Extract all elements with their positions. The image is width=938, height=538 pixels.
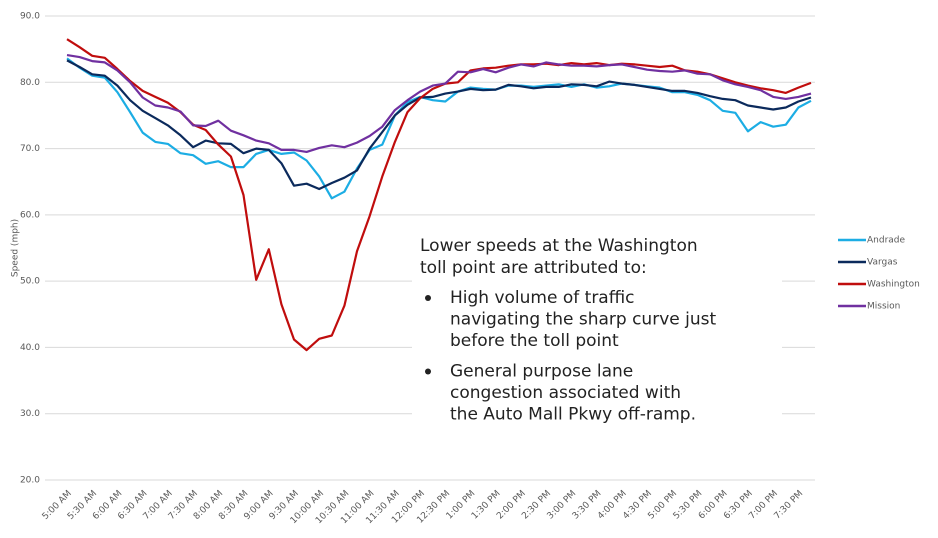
y-tick-label: 60.0	[20, 210, 40, 220]
annotation-text: Lower speeds at the Washington	[420, 236, 698, 256]
y-tick-label: 90.0	[20, 12, 40, 22]
series-line	[66, 57, 812, 200]
y-tick-label: 50.0	[20, 277, 40, 287]
bullet	[425, 295, 431, 301]
series-line	[66, 59, 812, 191]
annotation-bullet: High volume of traffic	[450, 288, 635, 308]
legend-label: Vargas	[867, 258, 898, 268]
y-axis-label: Speed (mph)	[11, 219, 21, 277]
legend-label: Mission	[867, 302, 900, 312]
annotation-box	[412, 228, 782, 460]
y-tick-label: 20.0	[20, 476, 40, 486]
annotation-bullet: General purpose lane	[450, 362, 633, 382]
annotation-bullet: navigating the sharp curve just	[450, 310, 716, 330]
y-tick-label: 40.0	[20, 343, 40, 353]
annotation-text: toll point are attributed to:	[420, 258, 647, 278]
series-line	[66, 54, 812, 153]
annotation-bullet: the Auto Mall Pkwy off-ramp.	[450, 405, 696, 425]
y-tick-label: 80.0	[20, 78, 40, 88]
bullet	[425, 368, 431, 375]
y-tick-label: 70.0	[20, 144, 40, 154]
annotation-bullet: before the toll point	[450, 331, 619, 351]
y-tick-label: 30.0	[20, 409, 40, 419]
annotation-bullet: congestion associated with	[450, 383, 681, 403]
legend-label: Andrade	[867, 236, 906, 246]
legend-label: Washington	[867, 280, 920, 290]
